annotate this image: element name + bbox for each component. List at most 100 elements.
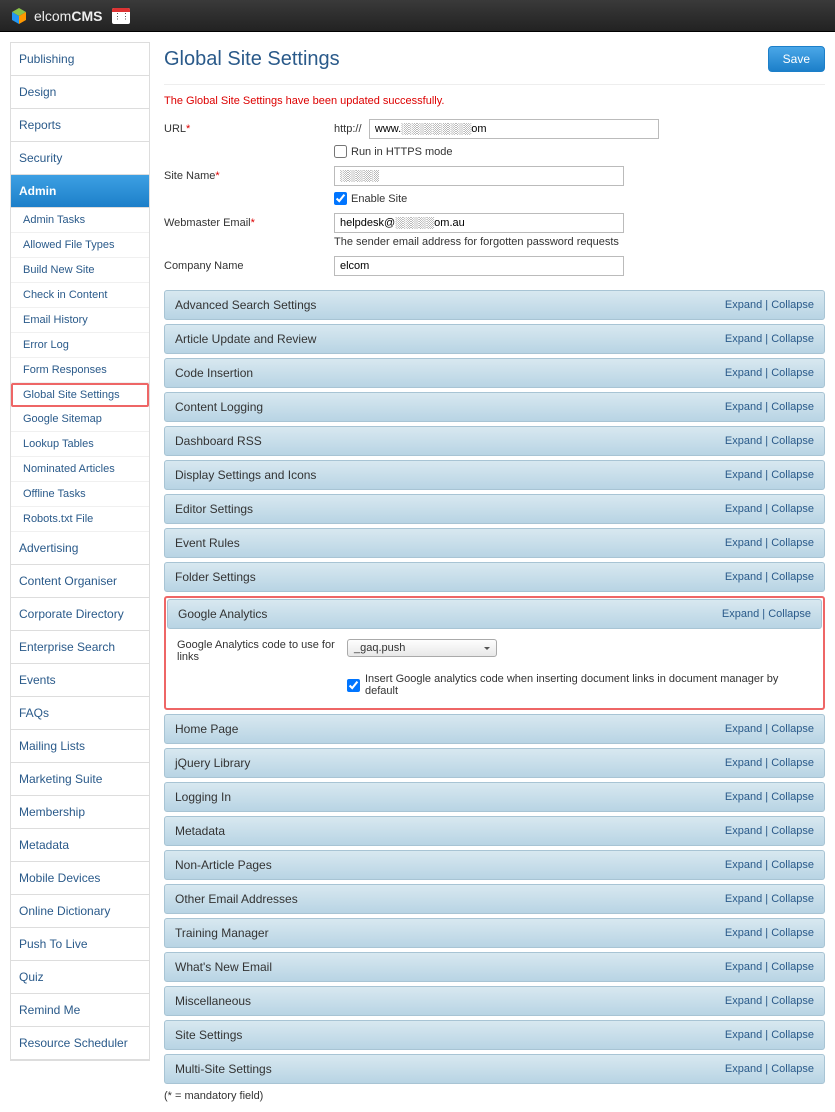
sidebar-item-lookup-tables[interactable]: Lookup Tables bbox=[11, 432, 149, 457]
expand-link[interactable]: Expand bbox=[725, 961, 762, 973]
sidebar-section-enterprise-search[interactable]: Enterprise Search bbox=[11, 631, 149, 664]
expand-link[interactable]: Expand bbox=[725, 995, 762, 1007]
expand-link[interactable]: Expand bbox=[725, 893, 762, 905]
panel-advanced-search-settings[interactable]: Advanced Search SettingsExpand | Collaps… bbox=[164, 290, 825, 320]
expand-link[interactable]: Expand bbox=[725, 401, 762, 413]
panel-what-s-new-email[interactable]: What's New EmailExpand | Collapse bbox=[164, 952, 825, 982]
company-input[interactable] bbox=[334, 256, 624, 276]
collapse-link[interactable]: Collapse bbox=[771, 1029, 814, 1041]
panel-content-logging[interactable]: Content LoggingExpand | Collapse bbox=[164, 392, 825, 422]
panel-display-settings-and-icons[interactable]: Display Settings and IconsExpand | Colla… bbox=[164, 460, 825, 490]
sidebar-item-global-site-settings[interactable]: Global Site Settings bbox=[11, 383, 149, 407]
sidebar-item-offline-tasks[interactable]: Offline Tasks bbox=[11, 482, 149, 507]
sidebar-section-publishing[interactable]: Publishing bbox=[11, 43, 149, 76]
expand-link[interactable]: Expand bbox=[725, 367, 762, 379]
expand-link[interactable]: Expand bbox=[725, 1029, 762, 1041]
sidebar-item-check-in-content[interactable]: Check in Content bbox=[11, 283, 149, 308]
sidebar-section-faqs[interactable]: FAQs bbox=[11, 697, 149, 730]
expand-link[interactable]: Expand bbox=[725, 503, 762, 515]
panel-logging-in[interactable]: Logging InExpand | Collapse bbox=[164, 782, 825, 812]
expand-link[interactable]: Expand bbox=[725, 757, 762, 769]
collapse-link[interactable]: Collapse bbox=[771, 503, 814, 515]
https-checkbox[interactable] bbox=[334, 145, 347, 158]
save-button[interactable]: Save bbox=[768, 46, 825, 72]
panel-article-update-and-review[interactable]: Article Update and ReviewExpand | Collap… bbox=[164, 324, 825, 354]
collapse-link[interactable]: Collapse bbox=[771, 893, 814, 905]
collapse-link[interactable]: Collapse bbox=[768, 608, 811, 620]
collapse-link[interactable]: Collapse bbox=[771, 859, 814, 871]
panel-non-article-pages[interactable]: Non-Article PagesExpand | Collapse bbox=[164, 850, 825, 880]
expand-link[interactable]: Expand bbox=[725, 927, 762, 939]
expand-link[interactable]: Expand bbox=[725, 299, 762, 311]
sidebar-section-design[interactable]: Design bbox=[11, 76, 149, 109]
sidebar-section-remind-me[interactable]: Remind Me bbox=[11, 994, 149, 1027]
site-name-input[interactable] bbox=[334, 166, 624, 186]
enable-site-checkbox[interactable] bbox=[334, 192, 347, 205]
panel-google-analytics[interactable]: Google AnalyticsExpand | Collapse bbox=[167, 599, 822, 629]
panel-multi-site-settings[interactable]: Multi-Site SettingsExpand | Collapse bbox=[164, 1054, 825, 1084]
panel-miscellaneous[interactable]: MiscellaneousExpand | Collapse bbox=[164, 986, 825, 1016]
collapse-link[interactable]: Collapse bbox=[771, 1063, 814, 1075]
sidebar-section-metadata[interactable]: Metadata bbox=[11, 829, 149, 862]
expand-link[interactable]: Expand bbox=[725, 537, 762, 549]
collapse-link[interactable]: Collapse bbox=[771, 961, 814, 973]
expand-link[interactable]: Expand bbox=[725, 1063, 762, 1075]
panel-jquery-library[interactable]: jQuery LibraryExpand | Collapse bbox=[164, 748, 825, 778]
collapse-link[interactable]: Collapse bbox=[771, 299, 814, 311]
sidebar-section-online-dictionary[interactable]: Online Dictionary bbox=[11, 895, 149, 928]
sidebar-item-allowed-file-types[interactable]: Allowed File Types bbox=[11, 233, 149, 258]
panel-metadata[interactable]: MetadataExpand | Collapse bbox=[164, 816, 825, 846]
collapse-link[interactable]: Collapse bbox=[771, 723, 814, 735]
sidebar-section-admin[interactable]: Admin bbox=[11, 175, 149, 208]
sidebar-section-security[interactable]: Security bbox=[11, 142, 149, 175]
sidebar-section-content-organiser[interactable]: Content Organiser bbox=[11, 565, 149, 598]
expand-link[interactable]: Expand bbox=[725, 859, 762, 871]
collapse-link[interactable]: Collapse bbox=[771, 927, 814, 939]
sidebar-item-nominated-articles[interactable]: Nominated Articles bbox=[11, 457, 149, 482]
sidebar-section-advertising[interactable]: Advertising bbox=[11, 532, 149, 565]
expand-link[interactable]: Expand bbox=[725, 435, 762, 447]
collapse-link[interactable]: Collapse bbox=[771, 571, 814, 583]
collapse-link[interactable]: Collapse bbox=[771, 995, 814, 1007]
panel-editor-settings[interactable]: Editor SettingsExpand | Collapse bbox=[164, 494, 825, 524]
sidebar-item-form-responses[interactable]: Form Responses bbox=[11, 358, 149, 383]
collapse-link[interactable]: Collapse bbox=[771, 469, 814, 481]
sidebar-item-google-sitemap[interactable]: Google Sitemap bbox=[11, 407, 149, 432]
sidebar-item-admin-tasks[interactable]: Admin Tasks bbox=[11, 208, 149, 233]
sidebar-section-mailing-lists[interactable]: Mailing Lists bbox=[11, 730, 149, 763]
panel-code-insertion[interactable]: Code InsertionExpand | Collapse bbox=[164, 358, 825, 388]
panel-dashboard-rss[interactable]: Dashboard RSSExpand | Collapse bbox=[164, 426, 825, 456]
expand-link[interactable]: Expand bbox=[725, 825, 762, 837]
panel-folder-settings[interactable]: Folder SettingsExpand | Collapse bbox=[164, 562, 825, 592]
ga-insert-checkbox[interactable] bbox=[347, 679, 360, 692]
collapse-link[interactable]: Collapse bbox=[771, 333, 814, 345]
sidebar-section-reports[interactable]: Reports bbox=[11, 109, 149, 142]
webmaster-input[interactable] bbox=[334, 213, 624, 233]
sidebar-section-marketing-suite[interactable]: Marketing Suite bbox=[11, 763, 149, 796]
panel-other-email-addresses[interactable]: Other Email AddressesExpand | Collapse bbox=[164, 884, 825, 914]
panel-home-page[interactable]: Home PageExpand | Collapse bbox=[164, 714, 825, 744]
collapse-link[interactable]: Collapse bbox=[771, 825, 814, 837]
sidebar-section-membership[interactable]: Membership bbox=[11, 796, 149, 829]
sidebar-section-push-to-live[interactable]: Push To Live bbox=[11, 928, 149, 961]
expand-link[interactable]: Expand bbox=[722, 608, 759, 620]
sidebar-section-mobile-devices[interactable]: Mobile Devices bbox=[11, 862, 149, 895]
expand-link[interactable]: Expand bbox=[725, 333, 762, 345]
calendar-icon[interactable]: ⋮⋮ bbox=[112, 8, 130, 24]
collapse-link[interactable]: Collapse bbox=[771, 367, 814, 379]
sidebar-item-error-log[interactable]: Error Log bbox=[11, 333, 149, 358]
sidebar-section-corporate-directory[interactable]: Corporate Directory bbox=[11, 598, 149, 631]
sidebar-item-build-new-site[interactable]: Build New Site bbox=[11, 258, 149, 283]
url-input[interactable] bbox=[369, 119, 659, 139]
panel-site-settings[interactable]: Site SettingsExpand | Collapse bbox=[164, 1020, 825, 1050]
expand-link[interactable]: Expand bbox=[725, 571, 762, 583]
collapse-link[interactable]: Collapse bbox=[771, 757, 814, 769]
expand-link[interactable]: Expand bbox=[725, 723, 762, 735]
sidebar-item-robots-txt-file[interactable]: Robots.txt File bbox=[11, 507, 149, 532]
expand-link[interactable]: Expand bbox=[725, 791, 762, 803]
panel-event-rules[interactable]: Event RulesExpand | Collapse bbox=[164, 528, 825, 558]
sidebar-item-email-history[interactable]: Email History bbox=[11, 308, 149, 333]
collapse-link[interactable]: Collapse bbox=[771, 537, 814, 549]
ga-code-select[interactable]: _gaq.push bbox=[347, 639, 497, 657]
collapse-link[interactable]: Collapse bbox=[771, 435, 814, 447]
